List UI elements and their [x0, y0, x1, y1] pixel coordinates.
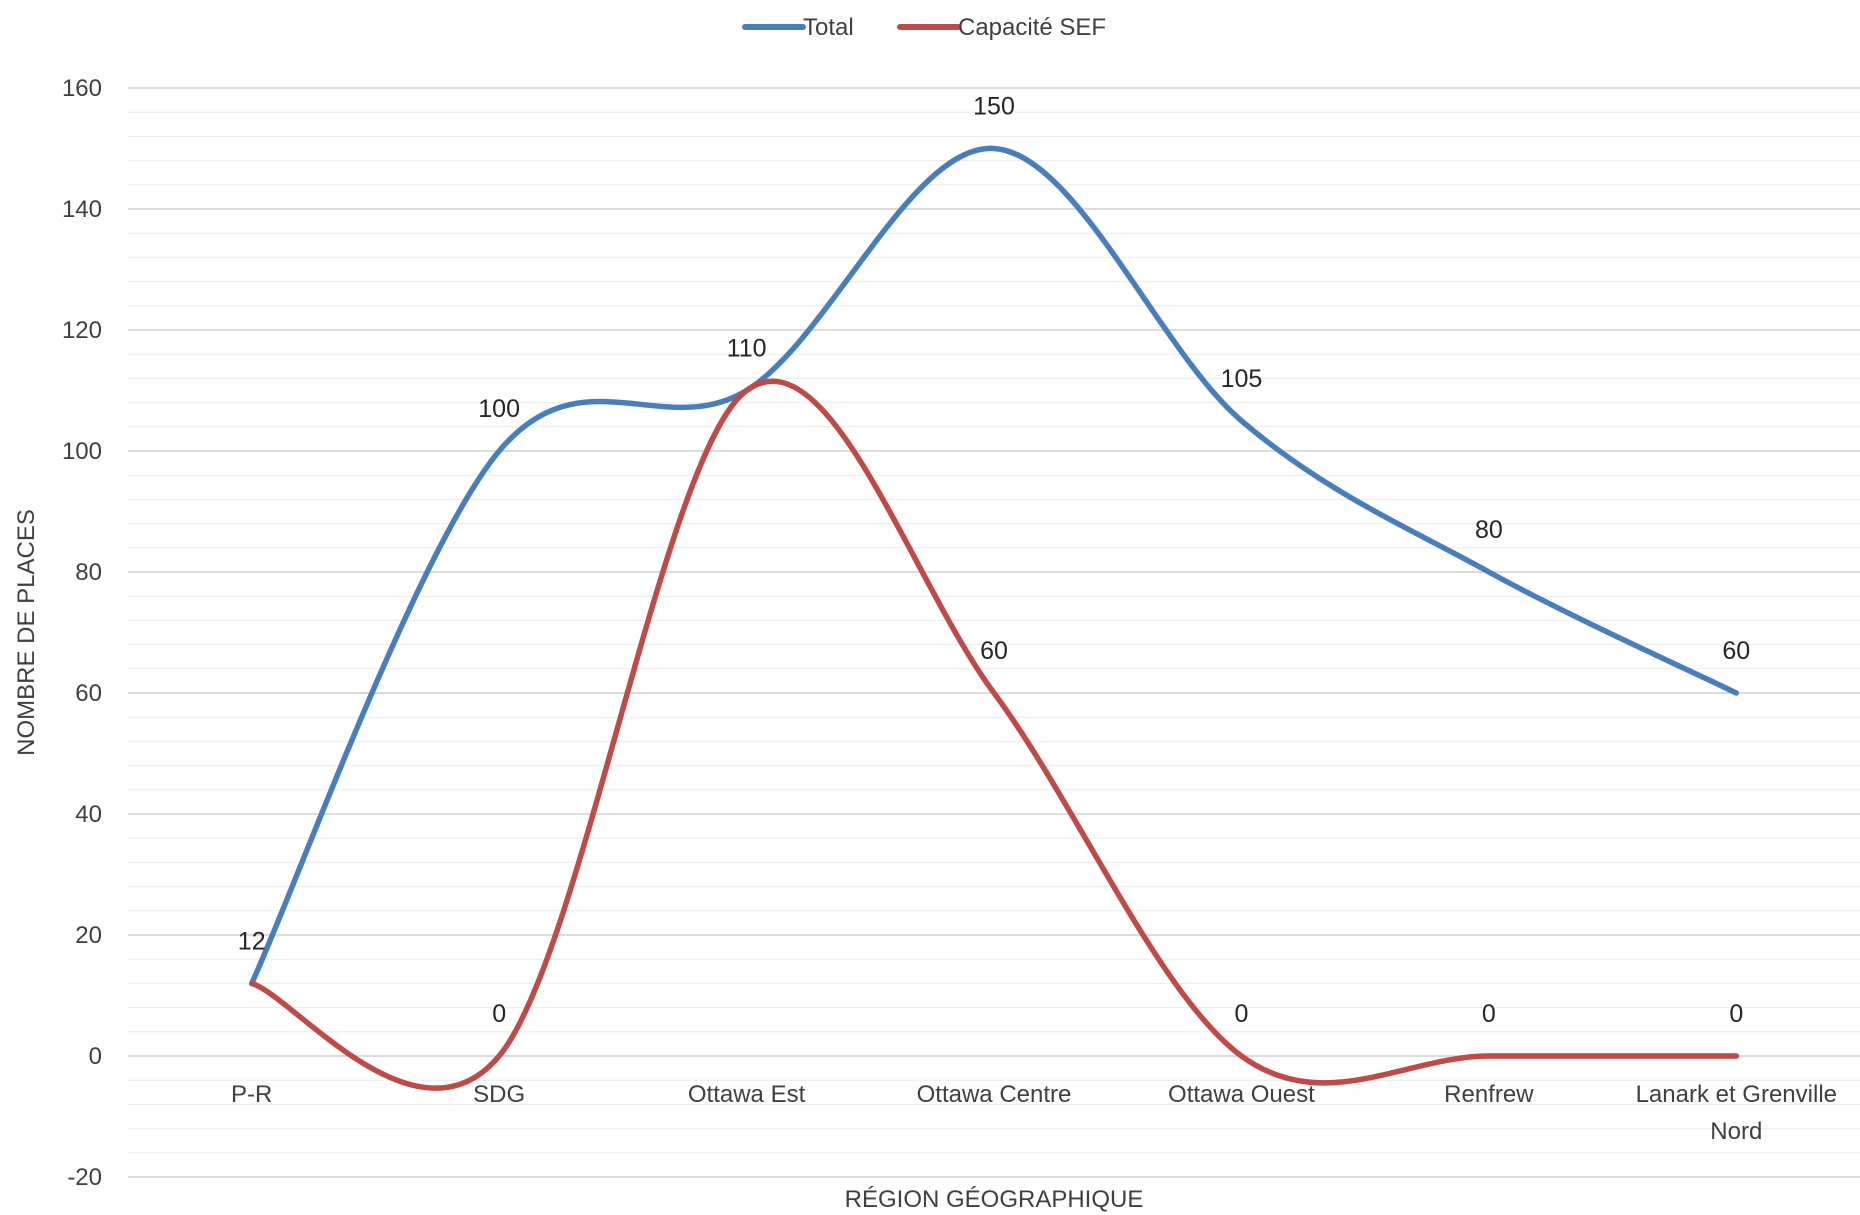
legend-label: Capacité SEF — [958, 14, 1106, 41]
x-tick-label: Lanark et Grenville Nord — [1636, 1081, 1837, 1145]
data-label: 150 — [973, 93, 1015, 121]
x-tick-label: Ottawa Est — [688, 1081, 806, 1108]
x-tick-label: P-R — [231, 1081, 272, 1108]
data-label: 100 — [478, 395, 520, 423]
data-label: 60 — [980, 637, 1008, 665]
y-tick-label: 20 — [75, 922, 102, 949]
data-label: 105 — [1221, 365, 1263, 393]
data-label: 12 — [238, 927, 266, 955]
gridlines — [128, 87, 1860, 1178]
y-tick-label: 40 — [75, 801, 102, 828]
y-tick-label: 80 — [75, 559, 102, 586]
x-tick-label: Ottawa Centre — [917, 1081, 1072, 1108]
y-tick-label: 120 — [62, 317, 102, 344]
x-tick-label: SDG — [473, 1081, 525, 1108]
legend-label: Total — [803, 14, 854, 41]
y-axis-ticks: -20 0 20 40 60 80 100 120 140 160 — [62, 75, 102, 1191]
y-tick-label: -20 — [67, 1164, 102, 1191]
data-label: 60 — [1722, 637, 1750, 665]
series-line-capacite-sef — [248, 378, 1740, 1091]
legend: Total Capacité SEF — [742, 14, 1106, 41]
y-tick-label: 140 — [62, 196, 102, 223]
y-axis-title: NOMBRE DE PLACES — [13, 509, 40, 756]
series-line-total — [248, 145, 1740, 987]
x-tick-label: Ottawa Ouest — [1168, 1081, 1315, 1108]
data-label: 0 — [1482, 1000, 1496, 1028]
x-axis-ticks: P-R SDG Ottawa Est Ottawa Centre Ottawa Oues… — [231, 1081, 1837, 1145]
x-tick-label: Renfrew — [1444, 1081, 1534, 1108]
y-tick-label: 160 — [62, 75, 102, 102]
series-lines — [248, 145, 1740, 1091]
x-axis-title: RÉGION GÉOGRAPHIQUE — [845, 1186, 1144, 1213]
data-label: 110 — [727, 335, 767, 363]
data-label: 80 — [1475, 516, 1503, 544]
y-tick-label: 60 — [75, 680, 102, 707]
y-tick-label: 100 — [62, 438, 102, 465]
y-tick-label: 0 — [89, 1043, 102, 1070]
data-labels: 12 100 110 150 105 80 60 0 60 0 0 0 — [238, 93, 1750, 1029]
data-label: 0 — [1729, 1000, 1743, 1028]
data-label: 0 — [492, 1000, 506, 1028]
data-label: 0 — [1234, 1000, 1248, 1028]
